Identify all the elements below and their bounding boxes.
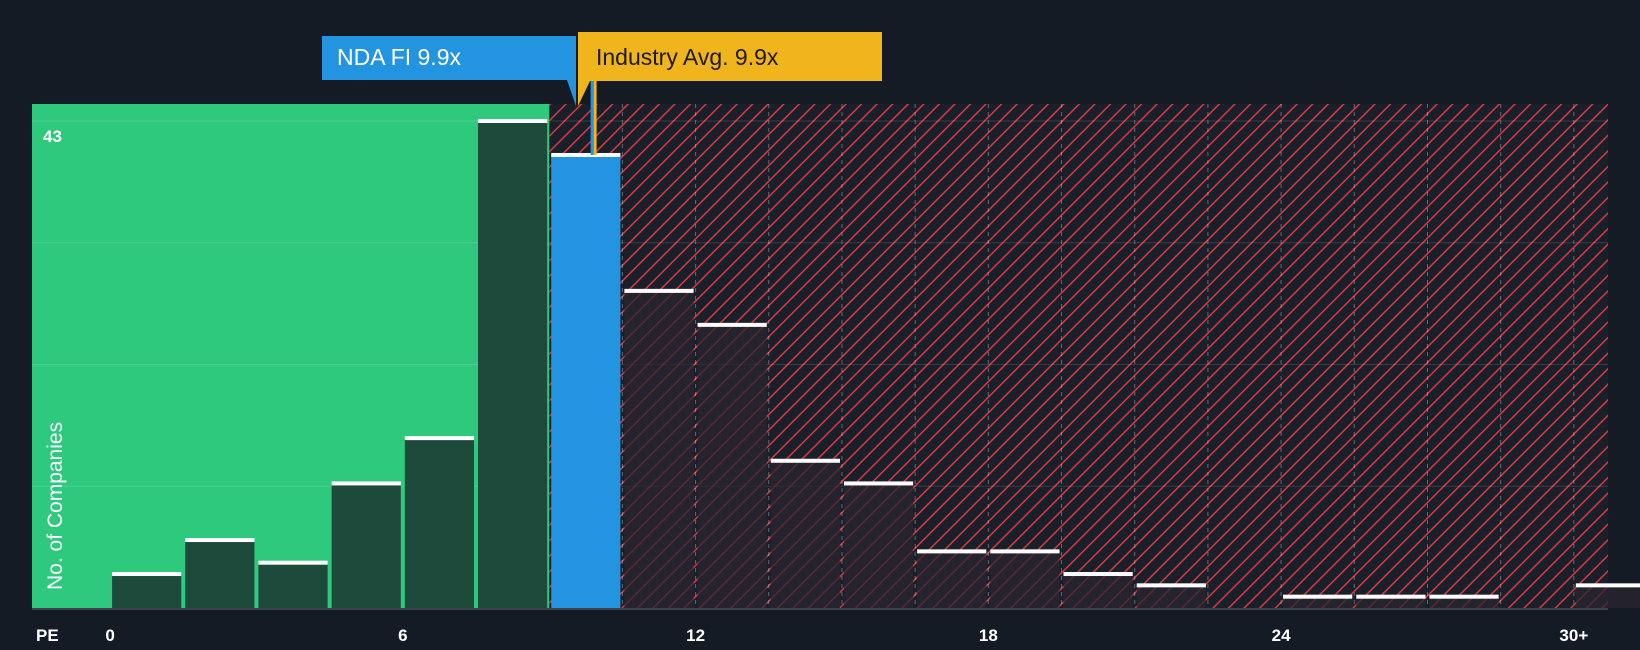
- histogram-bar: [917, 551, 987, 608]
- bars: [112, 104, 1640, 608]
- bar-cap: [843, 481, 914, 486]
- x-tick-label: 18: [979, 626, 998, 645]
- company-callout: [322, 36, 576, 106]
- bar-cap: [1575, 583, 1640, 588]
- histogram-bar: [1283, 596, 1353, 608]
- histogram-bar: [1136, 585, 1206, 608]
- x-tick-label: 6: [398, 626, 407, 645]
- bar-cap: [624, 288, 694, 293]
- bar-cap: [258, 560, 328, 565]
- bar-cap: [551, 152, 621, 157]
- x-tick-label: 0: [105, 626, 114, 645]
- histogram-bar: [404, 438, 475, 608]
- histogram-bar: [1429, 596, 1499, 608]
- histogram-bar: [624, 290, 694, 608]
- bar-cap: [697, 322, 767, 327]
- company-callout-label: NDA FI 9.9x: [337, 44, 461, 70]
- bar-cap: [1356, 594, 1426, 599]
- histogram-bar: [1356, 596, 1426, 608]
- histogram-bar: [331, 483, 401, 608]
- histogram-bar: [1575, 585, 1640, 608]
- bar-cap: [1136, 583, 1206, 588]
- x-tick-label: 24: [1272, 626, 1291, 645]
- y-max-label: 43: [43, 127, 62, 146]
- histogram-bar: [990, 551, 1060, 608]
- company-bin-bar: [551, 154, 621, 608]
- histogram-bar: [697, 324, 767, 608]
- x-axis-label: PE: [36, 626, 59, 645]
- bar-cap: [1063, 572, 1133, 577]
- bar-cap: [331, 481, 401, 486]
- histogram-bar: [478, 121, 548, 608]
- histogram-bar: [258, 562, 328, 608]
- histogram-bar: [770, 460, 840, 608]
- x-tick-label: 12: [686, 626, 705, 645]
- bar-cap: [1429, 594, 1499, 599]
- callouts: NDA FI 9.9x Industry Avg. 9.9x: [322, 32, 882, 155]
- y-axis-label: No. of Companies: [44, 422, 67, 590]
- x-tick-label: 30+: [1559, 626, 1588, 645]
- bar-cap: [1283, 594, 1353, 599]
- histogram-bar: [1063, 574, 1133, 608]
- bar-cap: [770, 458, 840, 463]
- industry-avg-callout: [578, 32, 882, 106]
- bar-cap: [404, 436, 475, 441]
- bar-cap: [990, 549, 1060, 554]
- industry-avg-callout-label: Industry Avg. 9.9x: [596, 44, 779, 70]
- bar-cap: [185, 538, 255, 543]
- bar-cap: [478, 119, 548, 123]
- bar-cap: [917, 549, 987, 554]
- x-axis: 0 6 12 18 24 30+: [105, 626, 1588, 645]
- histogram-bar: [112, 574, 182, 608]
- histogram-bar: [843, 483, 914, 608]
- bar-cap: [112, 572, 182, 577]
- histogram-bar: [185, 540, 255, 608]
